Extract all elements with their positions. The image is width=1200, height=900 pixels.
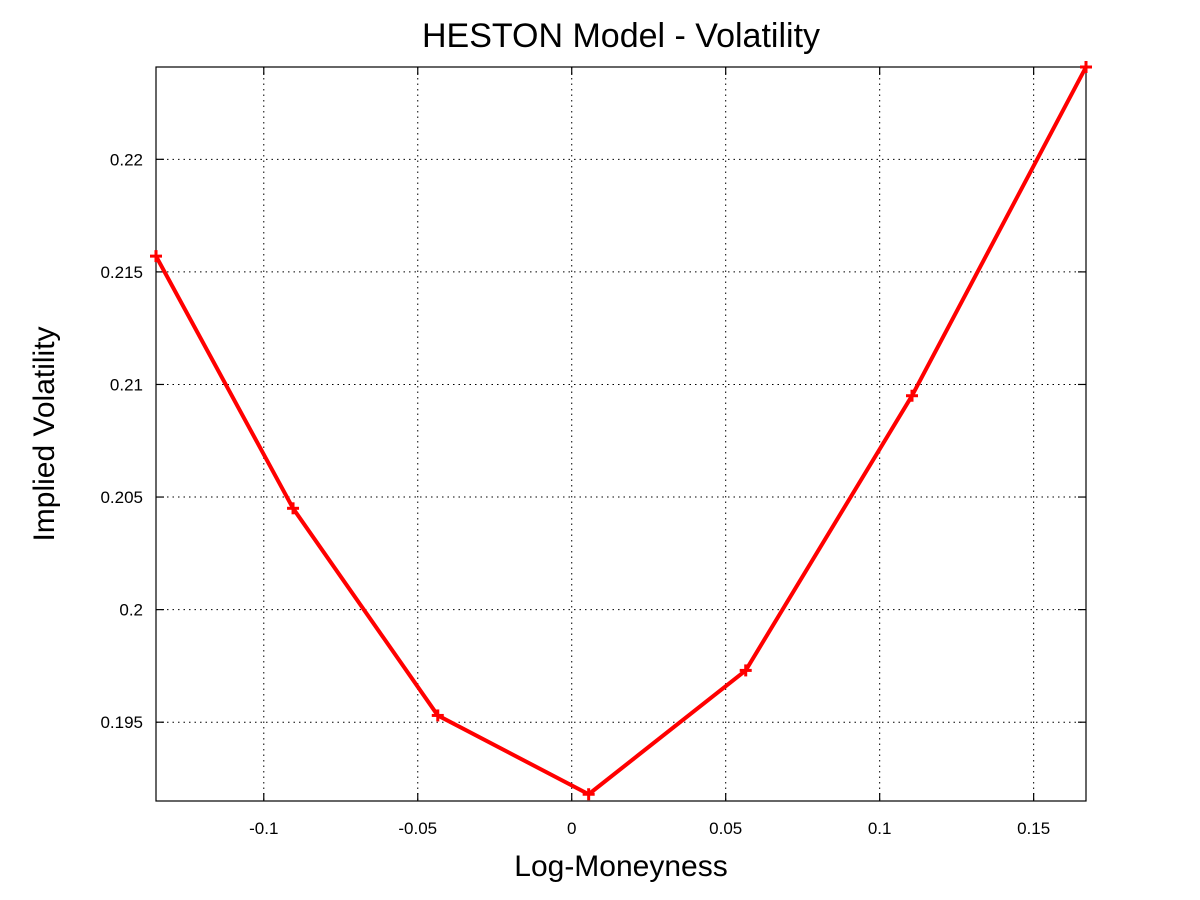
y-tick-label: 0.22 bbox=[110, 150, 143, 169]
series-line bbox=[154, 65, 1088, 797]
grid-lines bbox=[156, 67, 1086, 801]
x-tick-label: 0.05 bbox=[709, 819, 742, 838]
chart-title: HESTON Model - Volatility bbox=[422, 17, 820, 55]
x-tick-label: -0.05 bbox=[398, 819, 437, 838]
data-point bbox=[287, 502, 300, 515]
y-tick-label: 0.195 bbox=[100, 713, 143, 732]
y-axis-label: Implied Volatility bbox=[28, 326, 61, 541]
plot-frame bbox=[155, 66, 1087, 802]
y-tick-label: 0.21 bbox=[110, 375, 143, 394]
x-tick-label: 0 bbox=[567, 819, 576, 838]
y-tick-label: 0.215 bbox=[100, 263, 143, 282]
data-point bbox=[582, 788, 595, 801]
data-point bbox=[906, 389, 919, 402]
x-tick-label: -0.1 bbox=[249, 819, 278, 838]
data-point bbox=[1080, 61, 1092, 73]
data-point bbox=[739, 664, 752, 677]
y-tick-labels: 0.195 0.2 0.205 0.21 0.215 0.22 bbox=[100, 150, 143, 732]
x-axis-label: Log-Moneyness bbox=[514, 850, 727, 883]
x-tick-labels: -0.1 -0.05 0 0.05 0.1 0.15 bbox=[249, 819, 1050, 838]
x-tick-label: 0.1 bbox=[868, 819, 892, 838]
data-point bbox=[150, 250, 162, 263]
y-tick-label: 0.2 bbox=[119, 601, 143, 620]
data-point bbox=[431, 709, 444, 722]
tick-marks bbox=[156, 67, 1086, 801]
y-tick-label: 0.205 bbox=[100, 488, 143, 507]
x-tick-label: 0.15 bbox=[1017, 819, 1050, 838]
series-layer bbox=[150, 61, 1092, 801]
